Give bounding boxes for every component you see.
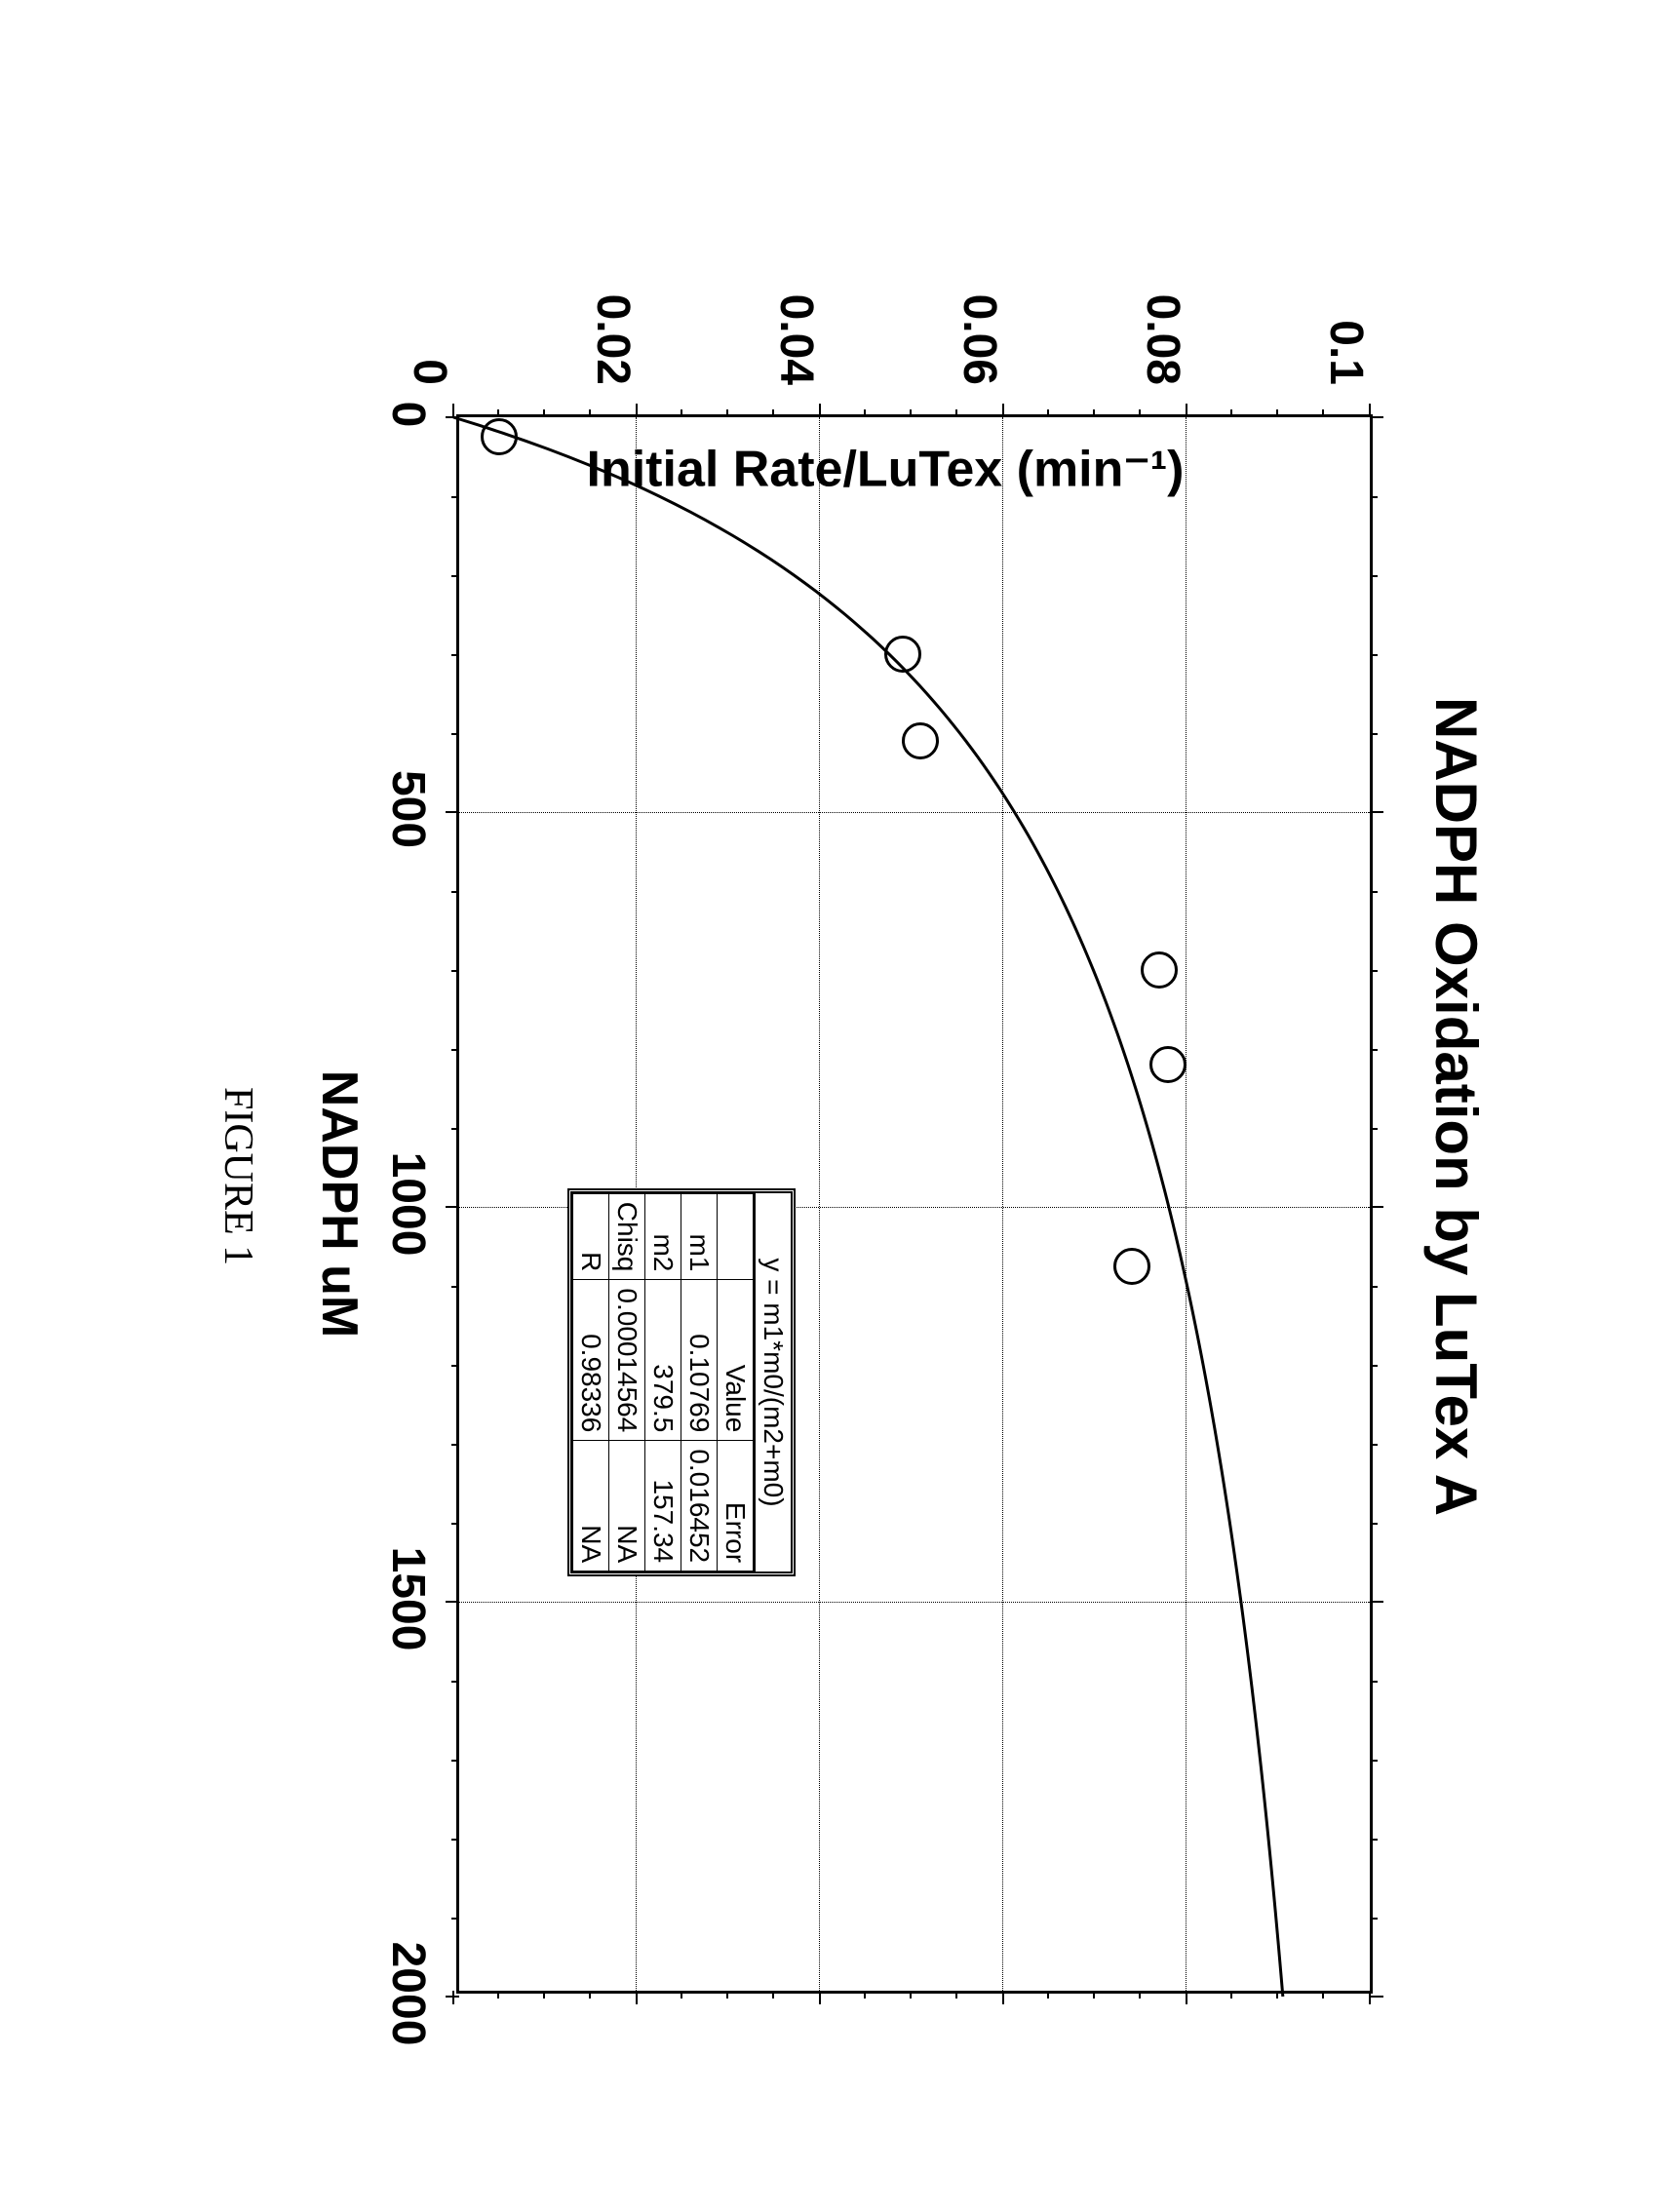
x-tick-label: 0 [381,401,435,427]
x-tick-label: 1000 [381,1151,435,1256]
fit-col-header-error: Error [717,1440,753,1571]
fit-formula: y = m1*m0/(m2+m0) [754,1192,791,1571]
fit-param-value: 0.10769 [681,1279,717,1440]
figure-caption: FIGURE 1 [214,1087,261,1265]
data-point-marker [902,722,939,759]
fit-param-name: Chisq [608,1193,644,1280]
fit-param-name: m2 [644,1193,681,1280]
chart-figure: NADPH Oxidation by LuTex A NADPH uM Init… [164,122,1509,2091]
data-point-marker [481,418,518,455]
fit-param-value: 0.98336 [572,1279,608,1440]
fit-param-value: 379.5 [644,1279,681,1440]
data-point-marker [884,636,921,673]
fit-param-name: m1 [681,1193,717,1280]
fit-col-header-value: Value [717,1279,753,1440]
rotated-container: NADPH Oxidation by LuTex A NADPH uM Init… [164,122,1509,2091]
x-tick-label: 1500 [381,1546,435,1650]
x-tick-label: 500 [381,769,435,847]
data-point-marker [1113,1247,1150,1284]
data-point-marker [1141,951,1178,989]
x-tick-label: 2000 [381,1941,435,2045]
fit-param-error: NA [608,1440,644,1571]
x-axis-title: NADPH uM [310,414,369,1994]
fit-parameters-table: y = m1*m0/(m2+m0)ValueError m10.107690.01… [567,1187,796,1575]
fit-col-header [717,1193,753,1280]
data-point-marker [1149,1046,1187,1083]
chart-title: NADPH Oxidation by LuTex A [1422,122,1490,2091]
fit-param-error: 0.016452 [681,1440,717,1571]
fit-param-name: R [572,1193,608,1280]
fit-param-error: NA [572,1440,608,1571]
y-axis-title: Initial Rate/LuTex (min⁻¹) [587,440,1185,498]
fit-param-value: 0.00014564 [608,1279,644,1440]
fit-param-error: 157.34 [644,1440,681,1571]
